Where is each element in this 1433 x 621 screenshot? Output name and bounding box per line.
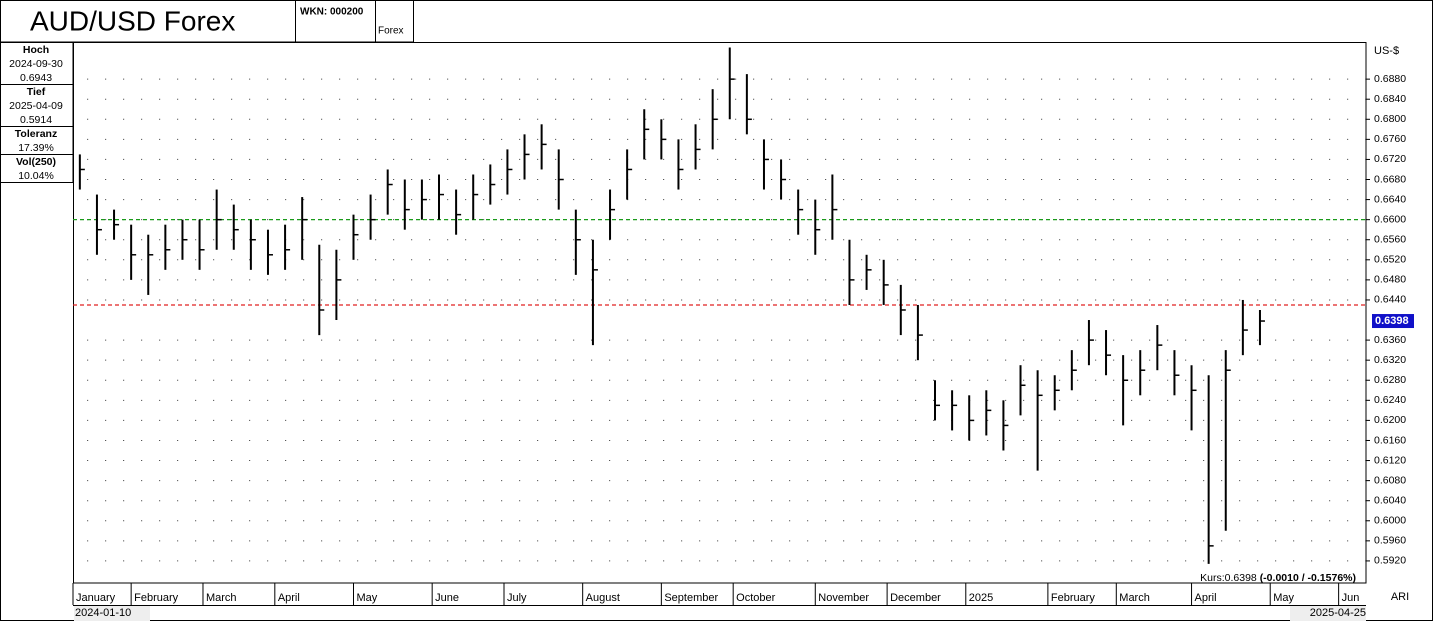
last-price-label: 0.6398 (1375, 315, 1409, 327)
x-tick-label: July (507, 592, 527, 604)
start-date: 2024-01-10 (75, 607, 131, 619)
x-tick-label: August (586, 592, 620, 604)
change: (-0.0010 / -0.1576%) (1260, 572, 1356, 584)
x-tick-label: October (736, 592, 775, 604)
y-axis-label: US-$ (1374, 45, 1399, 57)
x-tick-label: November (818, 592, 869, 604)
plot-area (73, 47, 1366, 564)
stat-label: Vol(250) (16, 156, 56, 168)
y-tick-label: 0.5960 (1374, 535, 1406, 547)
y-tick-label: 0.6040 (1374, 494, 1406, 506)
y-tick-label: 0.6440 (1374, 294, 1406, 306)
y-tick-label: 0.6320 (1374, 354, 1406, 366)
end-date: 2025-04-25 (1310, 607, 1366, 619)
y-tick-label: 0.6480 (1374, 274, 1406, 286)
x-tick-label: June (435, 592, 459, 604)
quote-line: Kurs:0.6398 (-0.0010 / -0.1576%) (1200, 572, 1356, 584)
y-tick-label: 0.6000 (1374, 515, 1406, 527)
stat-value: 17.39% (18, 142, 54, 154)
chart-title: AUD/USD Forex (30, 5, 235, 36)
y-tick-label: 0.6760 (1374, 133, 1406, 145)
y-tick-label: 0.6640 (1374, 193, 1406, 205)
x-tick-label: February (134, 592, 179, 604)
x-tick-label: January (76, 592, 116, 604)
y-tick-label: 0.6720 (1374, 153, 1406, 165)
x-tick-label: April (1195, 592, 1217, 604)
start-date-box (74, 606, 150, 621)
y-tick-label: 0.6240 (1374, 394, 1406, 406)
x-tick-label: March (1119, 592, 1150, 604)
y-tick-label: 0.6280 (1374, 374, 1406, 386)
x-tick-label: 2025 (969, 592, 993, 604)
stat-label: Hoch (23, 44, 49, 56)
x-tick-label: February (1051, 592, 1096, 604)
stat-value: 10.04% (18, 170, 54, 182)
x-tick-label: April (278, 592, 300, 604)
stat-value: 2025-04-09 (9, 100, 63, 112)
stat-label: Tief (27, 86, 46, 98)
y-tick-label: 0.6080 (1374, 474, 1406, 486)
y-tick-label: 0.6160 (1374, 434, 1406, 446)
y-tick-label: 0.6360 (1374, 334, 1406, 346)
x-tick-label: September (664, 592, 718, 604)
x-tick-label: December (890, 592, 941, 604)
y-tick-label: 0.6200 (1374, 414, 1406, 426)
y-tick-label: 0.6880 (1374, 73, 1406, 85)
x-tick-label: May (356, 592, 377, 604)
y-tick-label: 0.6800 (1374, 113, 1406, 125)
x-tick-label: May (1273, 592, 1294, 604)
stat-label: Toleranz (15, 128, 57, 140)
last-price-box (1372, 314, 1414, 329)
quote: Kurs:0.6398 (1200, 572, 1257, 584)
stat-value: 0.5914 (20, 114, 52, 126)
stat-box (0, 154, 74, 183)
x-tick-label: March (206, 592, 237, 604)
y-tick-label: 0.6680 (1374, 173, 1406, 185)
y-tick-label: 0.6120 (1374, 454, 1406, 466)
stat-value: 0.6943 (20, 72, 52, 84)
exchange: Forex (378, 26, 404, 37)
corner-label: ARI (1391, 591, 1409, 603)
x-tick-label: Jun (1342, 592, 1360, 604)
y-tick-label: 0.5920 (1374, 555, 1406, 567)
wkn: WKN: 000200 (300, 7, 364, 18)
y-tick-label: 0.6560 (1374, 234, 1406, 246)
y-tick-label: 0.6520 (1374, 254, 1406, 266)
y-tick-label: 0.6600 (1374, 213, 1406, 225)
stat-value: 2024-09-30 (9, 58, 63, 70)
y-tick-label: 0.6840 (1374, 93, 1406, 105)
x-axis: January February March April May June July Augu… (76, 592, 1359, 604)
end-date-box (1290, 606, 1366, 621)
plot-frame (73, 42, 1367, 584)
